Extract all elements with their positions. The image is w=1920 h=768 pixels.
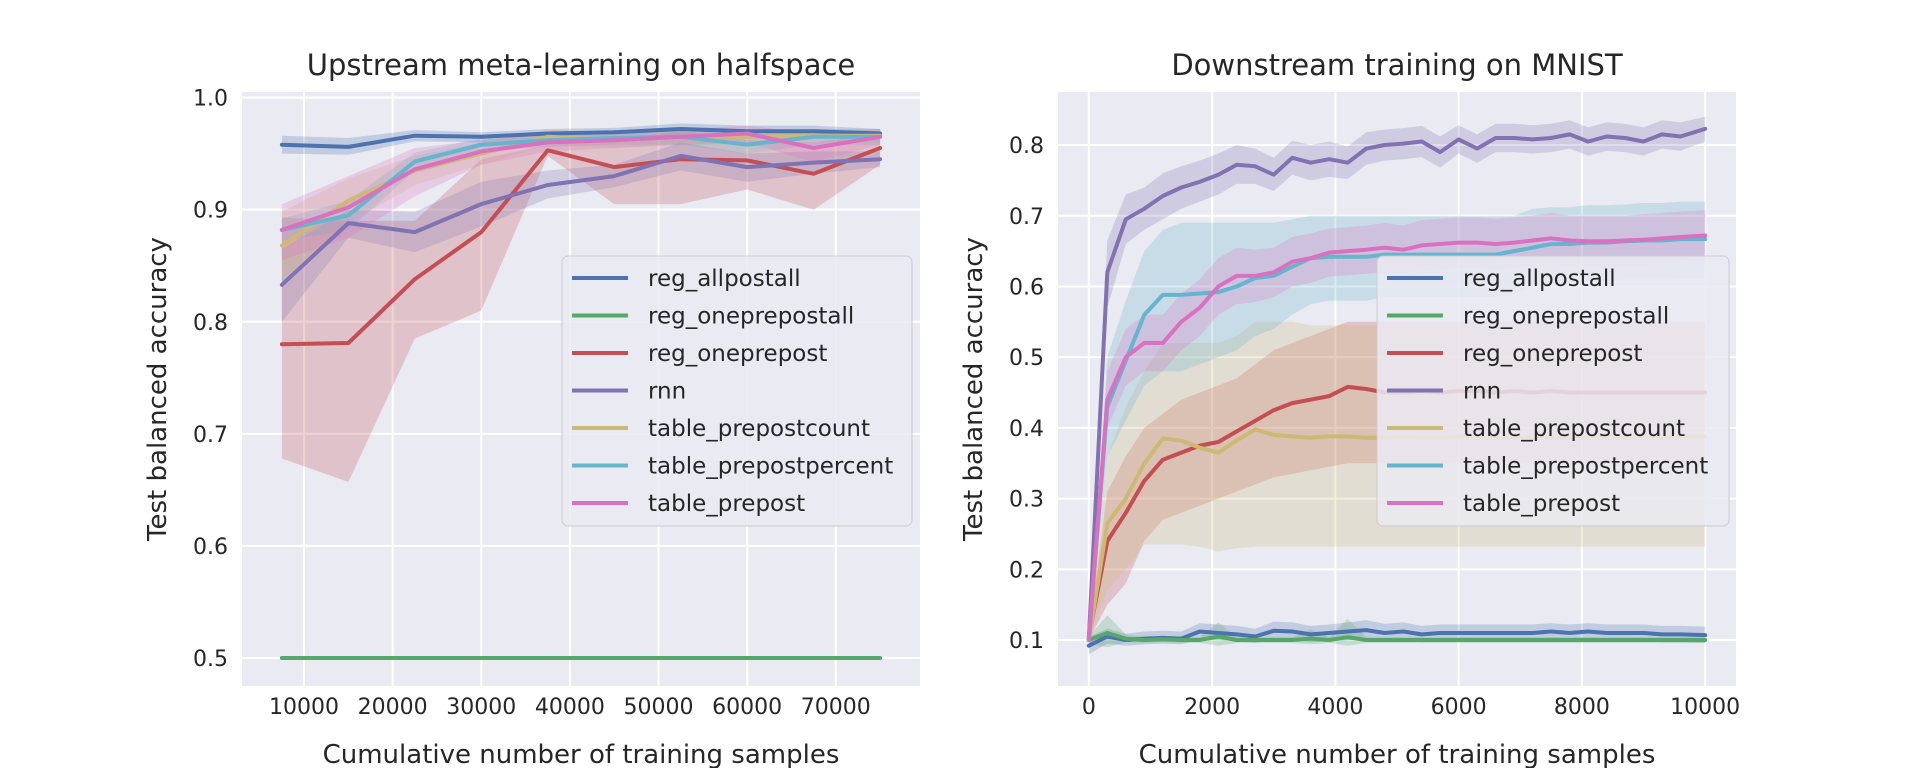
x-tick-label: 0	[1082, 695, 1096, 720]
y-tick-label: 0.5	[1009, 346, 1044, 371]
band-reg-oneprepost	[281, 131, 881, 482]
y-tick-label: 0.7	[1009, 205, 1044, 230]
x-tick-label: 70000	[801, 695, 871, 720]
legend-label: rnn	[1463, 379, 1501, 405]
x-axis-label: Cumulative number of training samples	[1139, 740, 1656, 768]
series-lines	[279, 127, 883, 660]
series-line-table-prepost	[1086, 233, 1708, 642]
series-line-reg-oneprepostall	[1086, 631, 1708, 642]
series-line-reg-allpostall	[1086, 628, 1708, 648]
chart-title: Upstream meta-learning on halfspace	[307, 48, 856, 82]
y-axis-label: Test balanced accuracy	[143, 237, 173, 542]
legend-label: reg_oneprepost	[1463, 341, 1642, 367]
x-tick-label: 30000	[446, 695, 516, 720]
legend: reg_allpostall reg_oneprepostall reg_onepr…	[1376, 255, 1730, 527]
legend-label: table_prepostcount	[1463, 416, 1685, 442]
x-tick-label: 10000	[1670, 695, 1740, 720]
band-table-prepost	[1088, 210, 1706, 640]
chart-title: Downstream training on MNIST	[1171, 48, 1623, 82]
upstream-chart-panel: 10000 20000 30000 40000 50000 60000 70000 0.50…	[143, 48, 920, 768]
y-tick-label: 0.9	[193, 199, 228, 224]
y-tick-label: 0.2	[1009, 558, 1044, 583]
x-tick-label: 2000	[1184, 695, 1240, 720]
y-tick-label: 0.5	[193, 647, 228, 672]
x-axis-label: Cumulative number of training samples	[323, 740, 840, 768]
x-tick-label: 6000	[1431, 695, 1487, 720]
series-line-reg-allpostall	[279, 127, 883, 149]
legend-box	[1376, 255, 1730, 527]
band-table-prepostpercent	[1088, 201, 1706, 640]
legend-label: table_prepost	[648, 491, 805, 517]
y-axis-label: Test balanced accuracy	[959, 237, 989, 542]
legend-label: reg_oneprepostall	[1463, 304, 1669, 330]
x-tick-label: 8000	[1554, 695, 1610, 720]
legend: reg_allpostall reg_oneprepostall reg_onepr…	[561, 255, 913, 527]
y-tick-label: 0.1	[1009, 629, 1044, 654]
y-tick-label: 1.0	[193, 87, 228, 112]
x-tick-labels: 10000 20000 30000 40000 50000 60000 70000	[269, 695, 871, 720]
x-tick-label: 20000	[358, 695, 428, 720]
y-tick-label: 0.3	[1009, 488, 1044, 513]
x-tick-label: 4000	[1307, 695, 1363, 720]
y-tick-label: 0.8	[1009, 134, 1044, 159]
y-tick-label: 0.4	[1009, 417, 1044, 442]
legend-label: table_prepostcount	[648, 416, 870, 442]
y-tick-label: 0.6	[193, 535, 228, 560]
band-reg-allpostall	[1088, 620, 1706, 655]
series-line-table-prepost	[279, 131, 883, 232]
legend-box	[561, 255, 913, 527]
legend-label: table_prepostpercent	[1463, 454, 1708, 480]
x-tick-labels: 0 2000 4000 6000 8000 10000	[1082, 695, 1740, 720]
x-tick-label: 10000	[269, 695, 339, 720]
legend-label: table_prepost	[1463, 491, 1620, 517]
y-tick-labels: 0.5 0.6 0.7 0.8 0.9 1.0	[193, 87, 228, 672]
series-line-rnn	[1086, 126, 1708, 642]
x-tick-label: 50000	[624, 695, 694, 720]
x-tick-label: 40000	[535, 695, 605, 720]
y-tick-labels: 0.1 0.2 0.3 0.4 0.5 0.6 0.7 0.8	[1009, 134, 1044, 654]
legend-label: reg_oneprepost	[648, 341, 827, 367]
legend-label: reg_allpostall	[648, 266, 801, 292]
y-tick-label: 0.6	[1009, 275, 1044, 300]
x-tick-label: 60000	[712, 695, 782, 720]
y-tick-label: 0.7	[193, 423, 228, 448]
downstream-chart-panel: 0 2000 4000 6000 8000 10000 0.10.20.30.40.50.…	[959, 48, 1740, 768]
series-line-rnn	[279, 153, 883, 287]
legend-label: reg_oneprepostall	[648, 304, 854, 330]
legend-label: reg_allpostall	[1463, 266, 1616, 292]
y-tick-label: 0.8	[193, 311, 228, 336]
legend-label: table_prepostpercent	[648, 454, 893, 480]
legend-label: rnn	[648, 379, 686, 405]
series-line-reg-oneprepost	[279, 146, 883, 347]
